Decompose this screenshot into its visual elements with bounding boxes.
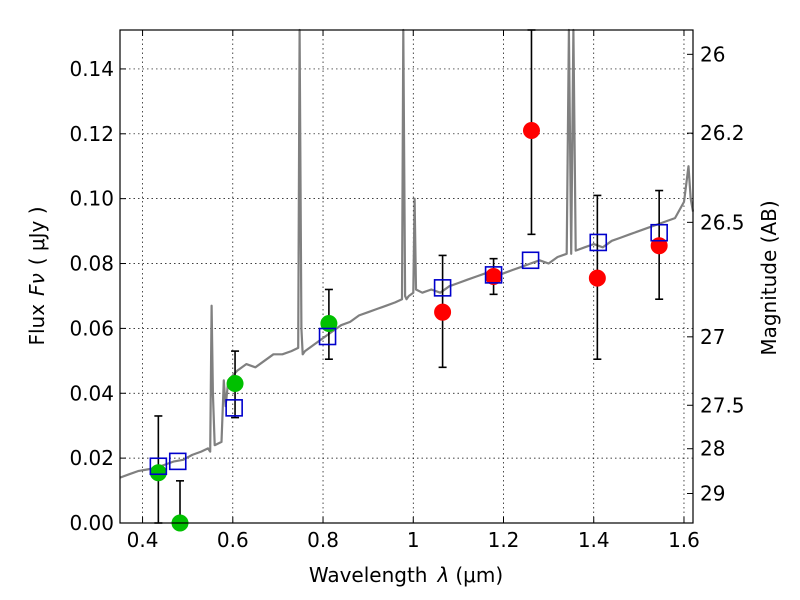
x-axis-label-symbol: λ <box>437 563 450 587</box>
plot-frame <box>119 29 694 524</box>
x-tick-label: 0.4 <box>127 528 159 552</box>
y-tick-label: 0.02 <box>69 446 114 470</box>
y-tick-label: 0.12 <box>69 122 114 146</box>
data-point <box>320 315 338 333</box>
y2-tick-label: 29 <box>700 481 725 505</box>
model-point <box>318 327 337 346</box>
y-tick-label: 0.06 <box>69 316 114 340</box>
data-point <box>650 237 668 255</box>
model-point <box>650 223 668 242</box>
y-tick-label: 0.10 <box>69 187 114 211</box>
x-tick-label: 0.6 <box>217 528 249 552</box>
y2-tick-label: 27 <box>700 325 725 349</box>
data-point <box>226 375 244 393</box>
x-axis-label: Wavelength λ (μm) <box>309 563 503 587</box>
y2-tick-label: 26.5 <box>700 210 745 234</box>
y-axis-label-text: Flux <box>25 304 49 346</box>
data-point <box>149 464 167 482</box>
data-point <box>588 269 606 287</box>
y-axis-label-unit: ( μJy ) <box>25 206 49 265</box>
model-point <box>484 266 503 284</box>
model-point <box>149 457 168 476</box>
model-point <box>589 233 608 252</box>
y-tick-label: 0.04 <box>69 381 114 405</box>
axis-ticks <box>120 30 693 524</box>
y2-axis-label: Magnitude (AB) <box>757 200 781 355</box>
data-point <box>522 122 540 140</box>
x-axis-label-text: Wavelength <box>309 563 428 587</box>
data-point <box>434 303 452 321</box>
y-tick-label: 0.08 <box>69 252 114 276</box>
model-point <box>225 399 243 417</box>
model-point <box>521 251 540 270</box>
y-tick-label: 0.14 <box>69 57 114 81</box>
x-tick-label: 0.8 <box>307 528 339 552</box>
data-markers <box>149 122 668 532</box>
model-point <box>433 279 452 297</box>
y-axis-label: Flux Fν ( μJy ) <box>25 206 49 345</box>
model-point <box>168 452 187 471</box>
y-tick-label: 0.00 <box>69 511 114 535</box>
y2-tick-label: 27.5 <box>700 393 745 417</box>
y2-tick-label: 28 <box>700 437 725 461</box>
x-tick-label: 1.4 <box>578 528 610 552</box>
tick-labels: 0.4 0.6 0.8 1 1.2 1.4 1.6 0.00 0.02 0.04 0.06 0.08 0… <box>69 42 744 552</box>
y2-tick-label: 26 <box>700 42 725 66</box>
y2-tick-label: 26.2 <box>700 121 745 145</box>
x-tick-label: 1.6 <box>668 528 700 552</box>
y-axis-label-symbol: Fν <box>25 273 49 296</box>
x-axis-label-unit: (μm) <box>455 563 503 587</box>
x-tick-label: 1 <box>407 528 420 552</box>
x-tick-label: 1.2 <box>488 528 520 552</box>
